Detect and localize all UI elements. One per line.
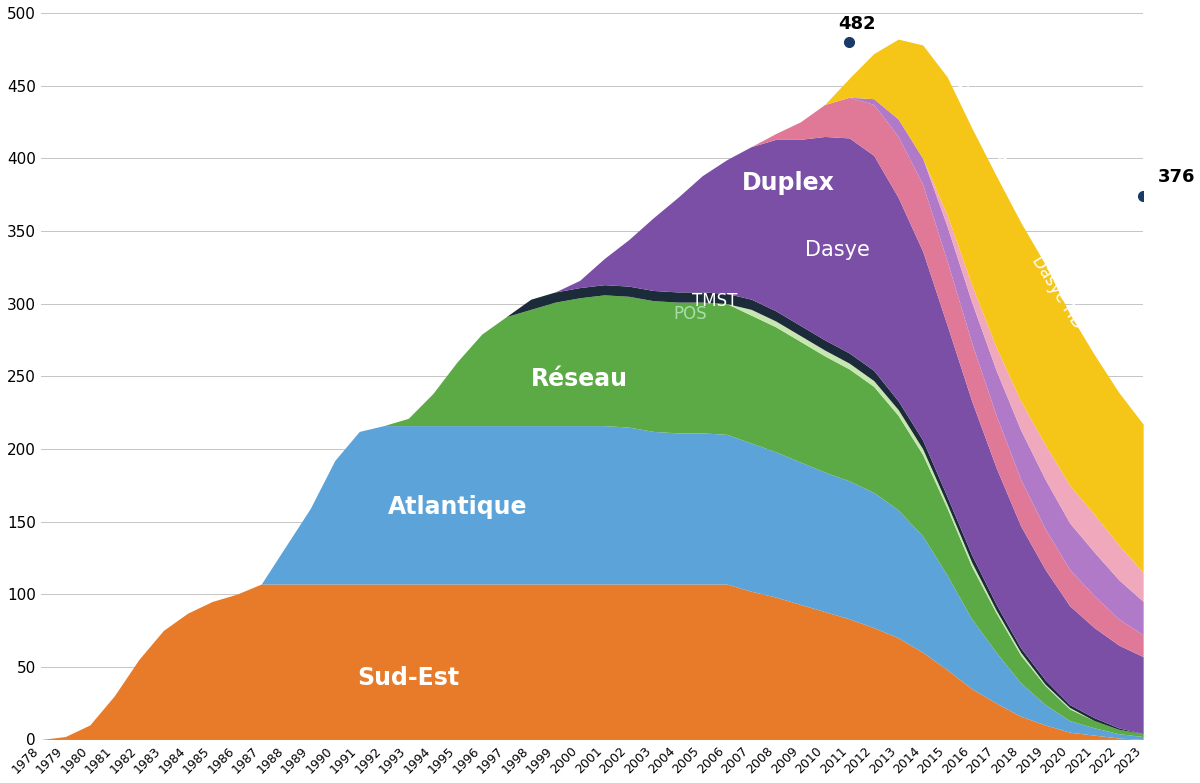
Text: 2N2: 2N2 bbox=[1031, 189, 1084, 214]
Text: 482: 482 bbox=[838, 16, 875, 34]
Text: 376: 376 bbox=[1158, 168, 1195, 186]
Text: TMST: TMST bbox=[691, 291, 737, 309]
Text: Duplex: Duplex bbox=[742, 171, 834, 195]
Text: Réseau: Réseau bbox=[532, 367, 629, 392]
Text: Dasye: Dasye bbox=[804, 240, 869, 260]
Text: POS: POS bbox=[673, 305, 707, 323]
Text: Atlantique: Atlantique bbox=[388, 495, 527, 519]
Text: Dasye HD: Dasye HD bbox=[1028, 252, 1087, 332]
Text: Réseau Duplex: Réseau Duplex bbox=[950, 79, 1032, 194]
Text: Sud-Est: Sud-Est bbox=[358, 666, 460, 691]
